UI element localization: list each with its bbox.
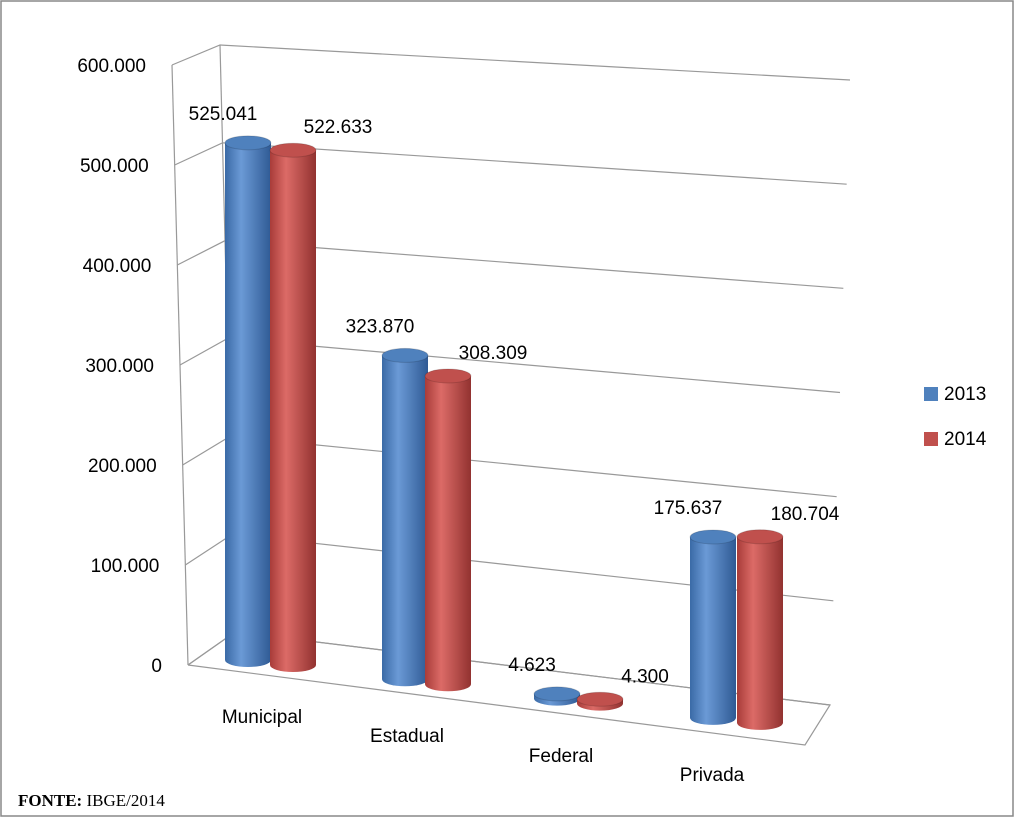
cylinder bbox=[224, 135, 272, 668]
legend-label: 2014 bbox=[944, 429, 987, 450]
cylinder bbox=[576, 691, 624, 711]
value-label: 4.623 bbox=[508, 655, 556, 676]
x-tick-label: Federal bbox=[529, 746, 593, 767]
value-label: 308.309 bbox=[459, 343, 528, 364]
y-tick-label: 400.000 bbox=[83, 256, 152, 277]
y-tick-label: 500.000 bbox=[80, 156, 149, 177]
value-label: 180.704 bbox=[771, 504, 840, 525]
cylinder bbox=[736, 529, 784, 730]
bar bbox=[225, 142, 271, 668]
cylinder bbox=[381, 347, 429, 687]
cylinder bbox=[424, 368, 472, 692]
x-tick-label: Municipal bbox=[222, 707, 302, 728]
legend-swatch bbox=[924, 387, 938, 401]
value-label: 525.041 bbox=[189, 104, 258, 125]
bar bbox=[270, 150, 316, 673]
cylinder bbox=[689, 529, 737, 725]
legend-label: 2013 bbox=[944, 384, 986, 405]
value-label: 175.637 bbox=[654, 498, 723, 519]
source-label: FONTE: bbox=[18, 791, 82, 810]
bar-top bbox=[424, 368, 472, 384]
bar-top bbox=[269, 142, 317, 158]
bar-top bbox=[736, 529, 784, 545]
grid-line bbox=[171, 44, 851, 81]
source-text: IBGE/2014 bbox=[86, 791, 165, 810]
bar-top bbox=[689, 529, 737, 545]
y-tick-label: 0 bbox=[151, 656, 162, 677]
grid-line bbox=[174, 142, 847, 185]
legend-swatch bbox=[924, 432, 938, 446]
cylinder bbox=[533, 686, 581, 706]
bar bbox=[690, 536, 736, 725]
bar-top bbox=[533, 686, 581, 702]
value-label: 4.300 bbox=[621, 666, 669, 687]
cylinder bbox=[269, 142, 317, 673]
bar bbox=[382, 355, 428, 687]
bar-top bbox=[381, 347, 429, 363]
y-tick-label: 300.000 bbox=[85, 356, 154, 377]
value-label: 323.870 bbox=[346, 316, 415, 337]
bar bbox=[425, 375, 471, 692]
x-tick-label: Privada bbox=[680, 765, 745, 786]
source: FONTE: IBGE/2014 bbox=[18, 791, 165, 810]
bar-top bbox=[224, 135, 272, 151]
x-tick-label: Estadual bbox=[370, 726, 444, 747]
value-label: 522.633 bbox=[304, 117, 373, 138]
y-tick-label: 200.000 bbox=[88, 456, 157, 477]
y-tick-label: 600.000 bbox=[77, 56, 146, 77]
bar bbox=[737, 536, 783, 730]
bar-top bbox=[576, 691, 624, 707]
y-tick-label: 100.000 bbox=[91, 556, 160, 577]
